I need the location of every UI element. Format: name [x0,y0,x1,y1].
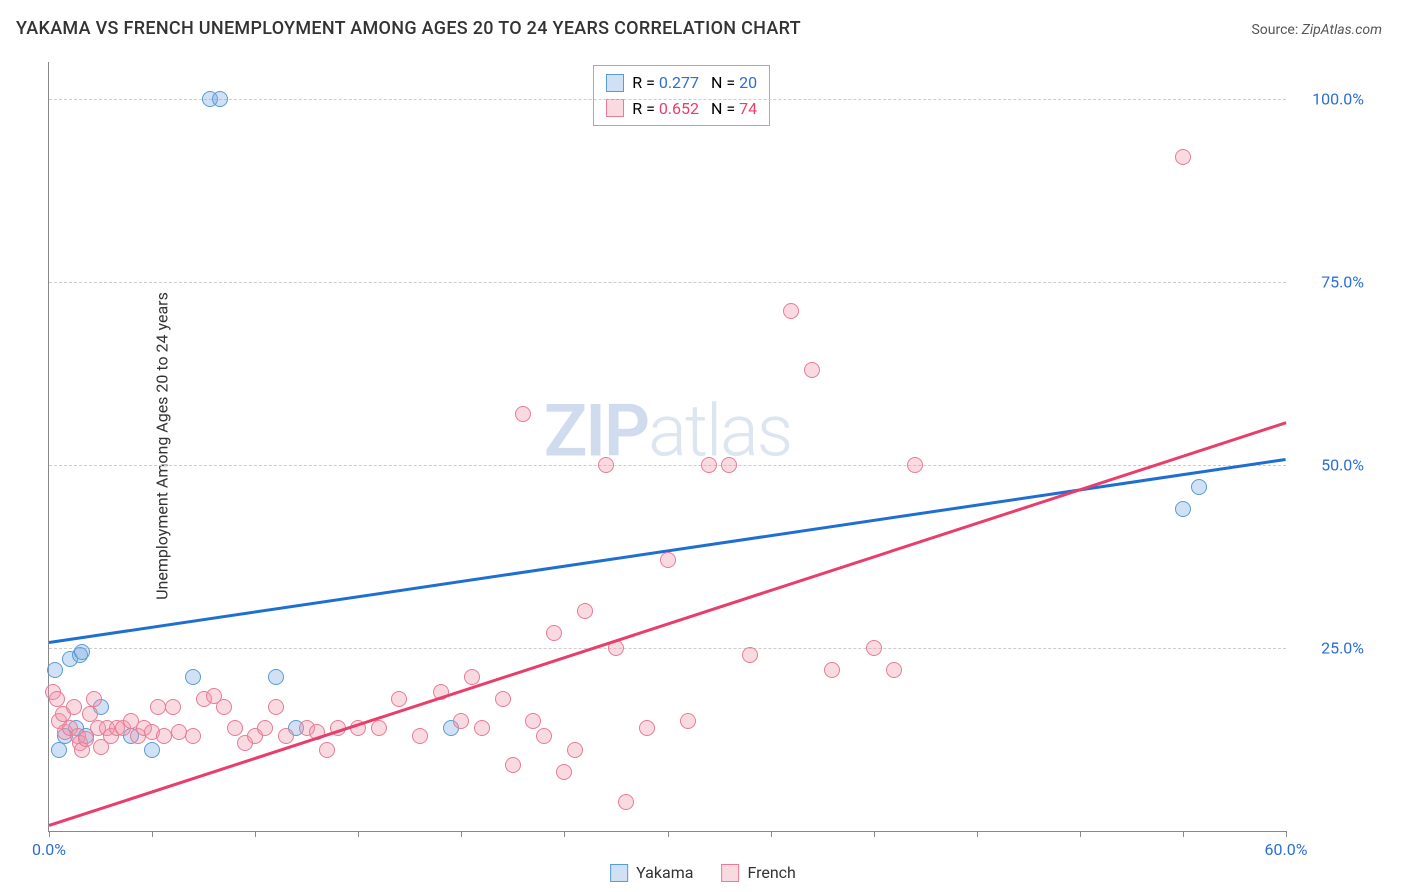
data-point [319,742,335,758]
x-tick [1080,831,1081,837]
data-point [453,713,469,729]
data-point [505,757,521,773]
x-tick-label: 60.0% [1265,840,1308,859]
data-point [577,603,593,619]
x-tick [358,831,359,837]
data-point [907,457,923,473]
stats-text: R = 0.277 N = 20 [632,70,757,96]
data-point [74,644,90,660]
x-tick [977,831,978,837]
scatter-plot-area: ZIPatlas R = 0.277 N = 20R = 0.652 N = 7… [48,62,1286,832]
data-point [824,662,840,678]
source-attribution: Source: ZipAtlas.com [1251,22,1382,38]
x-tick [1183,831,1184,837]
data-point [144,742,160,758]
data-point [171,724,187,740]
legend-label: French [747,863,795,882]
legend-swatch [606,99,624,117]
x-tick [461,831,462,837]
watermark-bold: ZIP [544,389,648,474]
data-point [1175,501,1191,517]
data-point [165,699,181,715]
data-point [721,457,737,473]
legend-swatch [606,74,624,92]
legend-label: Yakama [636,863,693,882]
source-label: Source: [1251,22,1298,38]
x-tick [152,831,153,837]
data-point [464,669,480,685]
data-point [185,669,201,685]
data-point [51,742,67,758]
data-point [371,720,387,736]
x-tick [874,831,875,837]
x-tick [49,831,50,837]
gridline [49,465,1286,466]
y-tick-label: 75.0% [1321,272,1364,291]
data-point [886,662,902,678]
data-point [268,699,284,715]
data-point [556,764,572,780]
data-point [268,669,284,685]
y-tick-label: 50.0% [1321,455,1364,474]
data-point [804,362,820,378]
data-point [515,406,531,422]
trend-line [49,457,1286,643]
data-point [618,794,634,810]
legend-item: French [721,863,795,882]
watermark: ZIPatlas [544,389,792,474]
y-tick-label: 25.0% [1321,638,1364,657]
data-point [391,691,407,707]
data-point [185,728,201,744]
data-point [525,713,541,729]
data-point [1175,149,1191,165]
legend-swatch [610,864,628,882]
x-tick-label: 0.0% [32,840,66,859]
data-point [49,691,65,707]
data-point [257,720,273,736]
data-point [866,640,882,656]
data-point [47,662,63,678]
data-point [227,720,243,736]
x-tick [771,831,772,837]
data-point [212,91,228,107]
chart-title: YAKAMA VS FRENCH UNEMPLOYMENT AMONG AGES… [16,18,801,39]
source-value: ZipAtlas.com [1302,22,1382,38]
watermark-light: atlas [648,389,791,474]
data-point [598,457,614,473]
stats-row: R = 0.277 N = 20 [606,70,757,96]
legend-swatch [721,864,739,882]
x-tick [255,831,256,837]
data-point [680,713,696,729]
data-point [412,728,428,744]
legend-item: Yakama [610,863,693,882]
data-point [66,699,82,715]
data-point [701,457,717,473]
gridline [49,99,1286,100]
series-legend: Yakama French [610,863,796,882]
data-point [783,303,799,319]
trend-line [49,421,1287,826]
data-point [660,552,676,568]
y-tick-label: 100.0% [1312,89,1364,108]
data-point [536,728,552,744]
data-point [216,699,232,715]
data-point [474,720,490,736]
data-point [639,720,655,736]
x-tick [668,831,669,837]
gridline [49,282,1286,283]
data-point [495,691,511,707]
x-tick [564,831,565,837]
data-point [278,728,294,744]
gridline [49,648,1286,649]
data-point [742,647,758,663]
x-tick [1286,831,1287,837]
correlation-stats-box: R = 0.277 N = 20R = 0.652 N = 74 [593,65,770,126]
data-point [546,625,562,641]
data-point [82,706,98,722]
data-point [86,691,102,707]
data-point [1191,479,1207,495]
data-point [567,742,583,758]
